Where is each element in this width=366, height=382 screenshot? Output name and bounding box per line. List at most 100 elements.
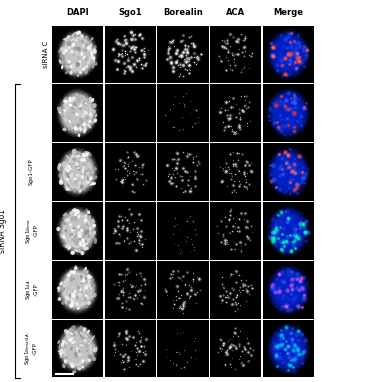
Ellipse shape	[74, 266, 78, 270]
Ellipse shape	[94, 346, 98, 350]
Ellipse shape	[66, 59, 69, 63]
Text: Sgo1: Sgo1	[119, 8, 142, 17]
Ellipse shape	[70, 338, 73, 341]
Ellipse shape	[59, 173, 63, 179]
Ellipse shape	[73, 46, 77, 50]
Ellipse shape	[68, 46, 71, 49]
Ellipse shape	[77, 225, 80, 228]
Ellipse shape	[69, 223, 73, 229]
Ellipse shape	[91, 52, 93, 57]
Ellipse shape	[78, 234, 82, 238]
Ellipse shape	[82, 337, 85, 340]
Ellipse shape	[89, 112, 93, 117]
Ellipse shape	[61, 65, 63, 70]
Ellipse shape	[81, 239, 85, 243]
Ellipse shape	[79, 107, 82, 110]
Ellipse shape	[89, 175, 93, 178]
Ellipse shape	[66, 283, 70, 287]
Ellipse shape	[94, 167, 97, 170]
Ellipse shape	[85, 343, 89, 348]
Ellipse shape	[64, 181, 68, 187]
Ellipse shape	[94, 45, 96, 49]
Ellipse shape	[91, 62, 94, 67]
Ellipse shape	[67, 60, 71, 64]
Ellipse shape	[57, 166, 61, 171]
Ellipse shape	[82, 44, 85, 48]
Ellipse shape	[93, 45, 97, 49]
Ellipse shape	[69, 235, 71, 241]
Ellipse shape	[64, 229, 67, 232]
Ellipse shape	[83, 167, 87, 170]
Ellipse shape	[80, 122, 83, 125]
Ellipse shape	[62, 235, 66, 239]
Ellipse shape	[62, 115, 64, 117]
Ellipse shape	[71, 44, 75, 47]
Ellipse shape	[60, 52, 65, 58]
Ellipse shape	[83, 70, 86, 73]
Ellipse shape	[90, 282, 93, 286]
Ellipse shape	[61, 301, 65, 305]
Ellipse shape	[87, 353, 91, 359]
Ellipse shape	[82, 153, 85, 157]
Polygon shape	[61, 329, 94, 369]
Text: Sgo1$_{Nmut/4A}$
-GFP: Sgo1$_{Nmut/4A}$ -GFP	[24, 332, 38, 365]
Ellipse shape	[78, 215, 80, 219]
Ellipse shape	[82, 68, 85, 71]
Ellipse shape	[84, 69, 88, 74]
Ellipse shape	[70, 304, 73, 308]
Ellipse shape	[68, 99, 72, 103]
Ellipse shape	[77, 62, 81, 65]
Polygon shape	[63, 332, 92, 366]
Ellipse shape	[63, 222, 67, 225]
Ellipse shape	[89, 49, 93, 51]
Ellipse shape	[92, 294, 94, 300]
Ellipse shape	[71, 229, 75, 231]
Ellipse shape	[59, 179, 63, 185]
Ellipse shape	[76, 96, 79, 99]
Text: siRNA Sgo1: siRNA Sgo1	[0, 209, 7, 253]
Ellipse shape	[86, 117, 88, 120]
Ellipse shape	[92, 55, 95, 59]
Ellipse shape	[68, 168, 72, 170]
Ellipse shape	[73, 32, 76, 35]
Ellipse shape	[69, 65, 73, 69]
Ellipse shape	[86, 123, 90, 125]
Ellipse shape	[65, 105, 67, 110]
Ellipse shape	[87, 337, 92, 339]
Ellipse shape	[59, 348, 63, 352]
Ellipse shape	[67, 237, 70, 240]
Ellipse shape	[66, 188, 69, 190]
Ellipse shape	[82, 294, 83, 296]
Ellipse shape	[71, 156, 75, 160]
Ellipse shape	[83, 56, 85, 60]
Ellipse shape	[77, 249, 80, 251]
Polygon shape	[274, 332, 303, 366]
Ellipse shape	[65, 338, 68, 342]
Ellipse shape	[67, 181, 70, 185]
Ellipse shape	[88, 357, 91, 361]
Ellipse shape	[83, 283, 87, 285]
Ellipse shape	[67, 114, 71, 118]
Ellipse shape	[72, 227, 76, 231]
Ellipse shape	[64, 244, 69, 248]
Ellipse shape	[71, 228, 76, 233]
Ellipse shape	[76, 31, 79, 35]
Ellipse shape	[71, 154, 74, 157]
Ellipse shape	[89, 176, 93, 180]
Ellipse shape	[92, 61, 95, 65]
Ellipse shape	[71, 304, 73, 308]
Ellipse shape	[88, 45, 91, 49]
Ellipse shape	[79, 241, 82, 246]
Ellipse shape	[72, 69, 76, 73]
Ellipse shape	[72, 238, 75, 243]
Ellipse shape	[62, 52, 65, 54]
Ellipse shape	[81, 158, 83, 161]
Ellipse shape	[60, 108, 65, 113]
Ellipse shape	[62, 351, 66, 354]
Ellipse shape	[78, 293, 82, 297]
Ellipse shape	[72, 209, 76, 212]
Polygon shape	[270, 210, 306, 252]
Ellipse shape	[87, 217, 91, 221]
Ellipse shape	[72, 271, 76, 274]
Ellipse shape	[76, 347, 79, 350]
